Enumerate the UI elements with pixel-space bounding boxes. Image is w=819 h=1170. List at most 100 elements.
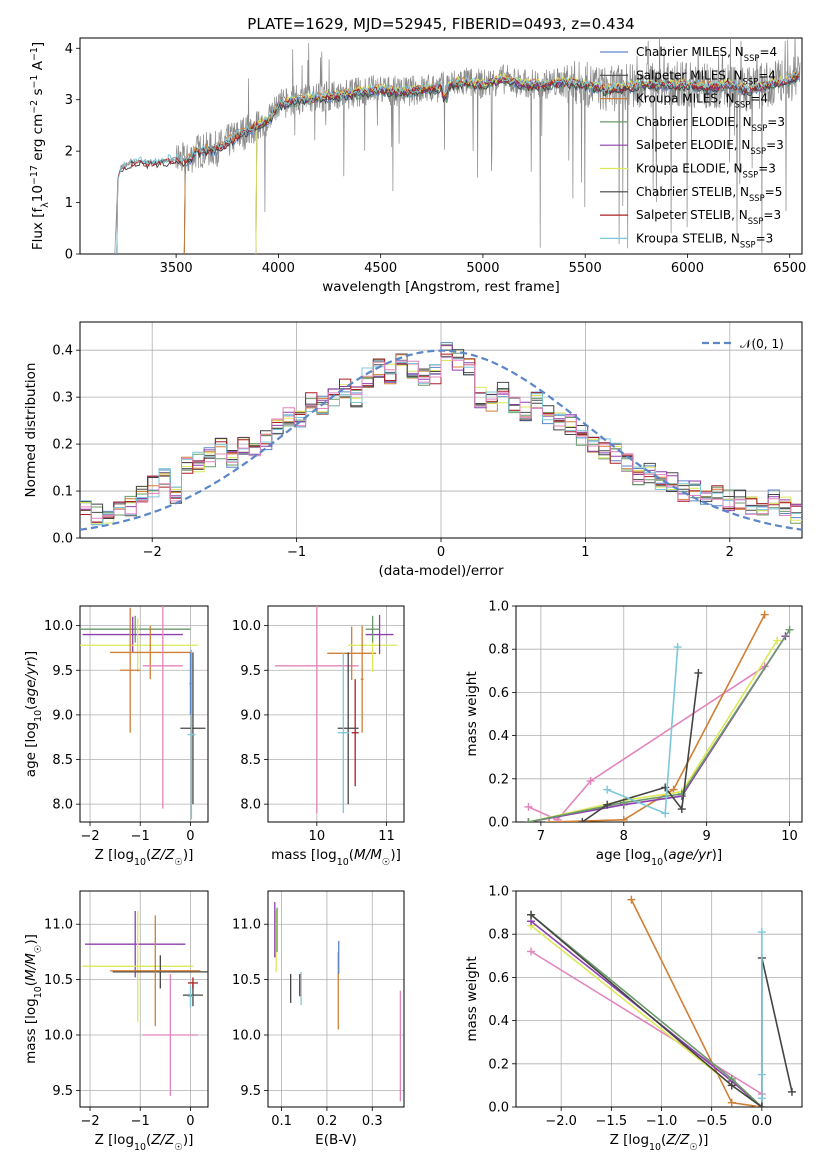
x-tick-label: −1	[131, 829, 150, 844]
y-tick-label: 10.0	[232, 619, 261, 634]
x-tick-label: 10	[781, 829, 798, 844]
y-tick-label: 11.0	[44, 918, 73, 933]
weight-marker	[527, 910, 536, 919]
data-point	[337, 652, 349, 814]
y-tick-label: 0.2	[488, 772, 509, 787]
y-tick-label: 3	[65, 93, 73, 108]
y-tick-label: 0.1	[52, 485, 73, 500]
x-tick-label: 0	[186, 829, 194, 844]
weight-series-line	[630, 899, 763, 1107]
legend: Chabrier MILES, NSSP=4 Salpeter MILES, NS…	[600, 45, 785, 249]
y-tick-label: 0.0	[488, 1101, 509, 1116]
model-series-line	[116, 71, 799, 254]
weight-marker	[627, 895, 636, 904]
age-vs-mass-axes: 10 11 8.0 8.5 9.0 9.5 10.0 mass [log10(M/M☉)]	[232, 605, 405, 868]
x-tick-label: −1	[287, 545, 306, 560]
weight-series-line	[530, 950, 763, 1095]
weight-series-line	[528, 665, 766, 821]
x-axis-label: E(B-V)	[315, 1132, 357, 1148]
x-tick-label: −2.0	[545, 1114, 577, 1129]
legend-entry-7: Salpeter STELIB, NSSP=3	[636, 208, 781, 226]
y-tick-label: 0.4	[52, 344, 73, 359]
weight-marker	[603, 800, 612, 809]
y-tick-label: 10.5	[232, 973, 261, 988]
x-tick-label: 6000	[671, 261, 704, 276]
weight-marker	[694, 668, 703, 677]
weight-marker	[757, 928, 766, 937]
legend-entry-3: Chabrier ELODIE, NSSP=3	[636, 115, 785, 133]
weight-marker	[727, 1098, 736, 1107]
y-tick-label: 1.0	[488, 600, 509, 615]
weight-marker	[757, 1103, 766, 1107]
weight-series-line	[528, 640, 778, 822]
data-point	[82, 616, 183, 653]
x-tick-label: 0.3	[362, 1114, 383, 1129]
x-tick-label: 5000	[466, 261, 499, 276]
y-tick-label: 0.0	[488, 816, 509, 831]
x-tick-label: 7	[537, 829, 545, 844]
spectrum-axes: 3500 4000 4500 5000 5500 6000 6500 0 1 2 3 4 PLATE=1…	[29, 15, 807, 295]
weight-marker	[661, 809, 670, 818]
y-axis-label: mass weight	[464, 956, 480, 1041]
data-point	[365, 615, 380, 643]
y-tick-label: 9.5	[52, 664, 73, 679]
y-tick-label: 0.6	[488, 971, 509, 986]
legend-entry-5: Kroupa ELODIE, NSSP=3	[636, 162, 776, 180]
y-tick-label: 10.0	[232, 1029, 261, 1044]
data-point	[142, 974, 198, 1096]
legend-entry-6: Chabrier STELIB, NSSP=5	[636, 185, 782, 203]
data-point	[365, 614, 394, 655]
weight-marker	[545, 818, 554, 822]
mass-vs-Z-axes: −2 −1 0 9.5 10.0 10.5 11.0 Z [log10(Z/Z☉)] mass …	[23, 890, 209, 1153]
data-point	[189, 652, 192, 715]
y-tick-label: 0.8	[488, 643, 509, 658]
weight-marker	[673, 643, 682, 652]
data-point	[110, 915, 201, 1027]
x-tick-label: −0.5	[696, 1114, 728, 1129]
weight-series-line	[530, 920, 763, 1107]
data-point	[120, 607, 141, 733]
y-axis-label: Flux [fλ10−17 erg cm−2 s−1 A−1]	[29, 42, 51, 250]
x-tick-label: 5500	[569, 261, 602, 276]
weight-series-line	[528, 635, 787, 822]
residuals-plot-area	[80, 342, 802, 531]
axes-frame	[79, 890, 209, 1108]
x-tick-label: −2	[80, 829, 99, 844]
y-tick-label: 11.0	[232, 918, 261, 933]
x-axis-label: Z [log10(Z/Z☉)]	[95, 847, 194, 868]
data-point	[274, 606, 359, 814]
y-tick-label: 10.0	[44, 619, 73, 634]
legend-entry-1: Salpeter MILES, NSSP=4	[636, 68, 776, 86]
weight-marker	[578, 818, 587, 822]
weight-marker	[677, 789, 686, 798]
y-tick-label: 0.3	[52, 391, 73, 406]
weight-marker	[757, 1070, 766, 1079]
x-tick-label: 2	[726, 545, 734, 560]
y-tick-label: 8.0	[240, 798, 261, 813]
data-point	[360, 625, 364, 733]
y-tick-label: 9.5	[240, 1084, 261, 1099]
y-tick-label: 1	[65, 196, 73, 211]
gaussian-reference-line	[80, 349, 802, 531]
axes-frame	[79, 321, 803, 539]
data-point	[187, 977, 198, 989]
x-axis-label: Z [log10(Z/Z☉)]	[95, 1132, 194, 1153]
x-tick-label: −1.5	[596, 1114, 628, 1129]
x-tick-label: 1	[581, 545, 589, 560]
spectrum-plot-area	[114, 38, 801, 254]
massweight-vs-Z-plot-area	[527, 895, 796, 1107]
y-tick-label: 1.0	[488, 885, 509, 900]
massweight-vs-age-plot-area	[524, 610, 794, 822]
massweight-vs-age-axes: 7 8 9 10 0.0 0.2 0.4 0.6 0.8 1.0 age [log10(age/yr…	[464, 600, 803, 868]
y-axis-label: age [log10(age/yr)]	[23, 651, 44, 777]
y-tick-label: 4	[65, 42, 73, 57]
x-axis-label: (data-model)/error	[378, 563, 504, 579]
data-point	[327, 626, 377, 681]
weight-series-line	[528, 629, 791, 822]
x-tick-label: −2	[143, 545, 162, 560]
weight-marker	[787, 1087, 796, 1096]
data-point	[82, 910, 193, 1022]
x-tick-label: 3500	[160, 261, 193, 276]
axes-frame	[267, 605, 405, 823]
legend-entry-4: Salpeter ELODIE, NSSP=3	[636, 138, 784, 156]
